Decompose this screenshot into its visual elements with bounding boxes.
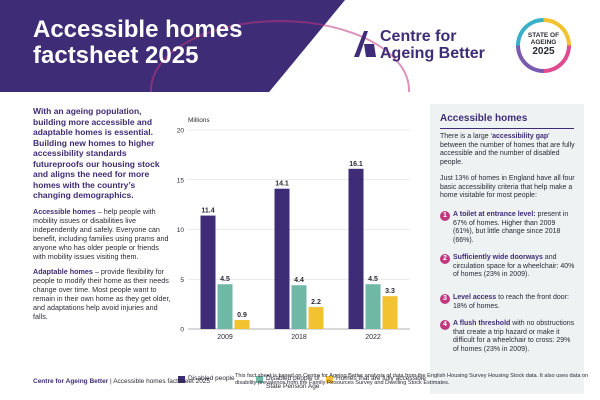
badge-line-3: 2025 bbox=[532, 46, 555, 57]
bar-value-label: 16.1 bbox=[349, 161, 363, 168]
legend-swatch bbox=[326, 376, 333, 383]
page-title: Accessible homes factsheet 2025 bbox=[33, 17, 273, 69]
footer-doc-name: Accessible homes factsheet 2025 bbox=[113, 378, 211, 385]
criteria-text: A flush threshold with no obstructions t… bbox=[453, 320, 577, 354]
bar-value-label: 0.9 bbox=[237, 312, 247, 319]
gap-term: accessibility gap bbox=[492, 133, 549, 140]
logo-text: Centre for Ageing Better bbox=[380, 28, 500, 62]
bar bbox=[382, 296, 398, 329]
org-logo: Centre for Ageing Better bbox=[352, 28, 485, 68]
bar bbox=[291, 285, 307, 329]
bar-value-label: 14.1 bbox=[275, 181, 289, 188]
legend-swatch bbox=[178, 376, 185, 383]
panel-divider bbox=[440, 128, 574, 129]
adaptable-homes-paragraph: Adaptable homes – provide flexibility fo… bbox=[33, 267, 173, 321]
criteria-desc: present in 67% of homes. Higher than 200… bbox=[453, 211, 569, 244]
bar bbox=[365, 284, 381, 329]
gap-text-a: There is a large ‘ bbox=[440, 133, 493, 140]
x-tick-label: 2018 bbox=[291, 334, 307, 341]
accessible-homes-paragraph: Accessible homes – help people with mobi… bbox=[33, 207, 173, 261]
footer-separator: | bbox=[108, 378, 114, 385]
y-tick-label: 15 bbox=[177, 177, 185, 184]
bar bbox=[200, 215, 216, 329]
x-tick-label: 2009 bbox=[217, 334, 233, 341]
criteria-text: Level access to reach the front door: 18… bbox=[453, 294, 577, 311]
legend-label: Homes that are fully accessible bbox=[336, 375, 426, 382]
badge-inner: STATE OF AGEING 2025 bbox=[520, 22, 567, 69]
x-tick-label: 2022 bbox=[365, 334, 381, 341]
bar-value-label: 4.5 bbox=[220, 276, 230, 283]
bar-value-label: 4.5 bbox=[368, 276, 378, 283]
bar bbox=[234, 320, 250, 329]
logo-line-2: Ageing Better bbox=[380, 45, 485, 62]
accessible-homes-panel: Accessible homes There is a large ‘acces… bbox=[430, 104, 584, 394]
title-line-2: factsheet 2025 bbox=[33, 42, 199, 69]
bar-chart: Millions 0 5 10 15 20 11.4 4.5 0.9 2009 14.1 4.4 2.2… bbox=[170, 112, 426, 390]
criteria-number-badge: 4 bbox=[440, 320, 450, 330]
criteria-intro: Just 13% of homes in England have all fo… bbox=[440, 175, 575, 200]
y-tick-label: 20 bbox=[177, 128, 185, 135]
legend-label: Disabled people bbox=[188, 375, 235, 382]
criteria-number-badge: 1 bbox=[440, 211, 450, 221]
y-axis-label: Millions bbox=[188, 117, 210, 124]
y-tick-label: 10 bbox=[177, 227, 185, 234]
chart-legend: Disabled people Disabled people of State … bbox=[178, 375, 426, 395]
badge-line-1: STATE OF bbox=[527, 32, 560, 39]
criteria-term: A flush threshold bbox=[453, 320, 511, 327]
intro-text: With an ageing population, building more… bbox=[33, 106, 160, 200]
bar-value-label: 2.2 bbox=[311, 299, 321, 306]
accessible-homes-desc: – help people with mobility issues or di… bbox=[33, 206, 169, 261]
y-tick-label: 5 bbox=[180, 277, 184, 284]
criteria-desc: to reach the front door: 18% of homes. bbox=[453, 294, 569, 310]
legend-swatch bbox=[256, 376, 263, 383]
chart-svg: Millions 0 5 10 15 20 11.4 4.5 0.9 2009 14.1 4.4 2.2… bbox=[177, 117, 410, 341]
left-column: With an ageing population, building more… bbox=[33, 106, 173, 321]
criteria-text: Sufficiently wide doorways and circulati… bbox=[453, 254, 577, 280]
bar bbox=[348, 168, 364, 329]
legend-label: Disabled people of State Pension Age bbox=[266, 375, 320, 390]
bar bbox=[217, 284, 233, 329]
criteria-desc: and circulation space for a wheelchair: … bbox=[453, 254, 575, 279]
adaptable-homes-term: Adaptable homes bbox=[33, 266, 93, 276]
title-line-1: Accessible homes bbox=[33, 16, 243, 43]
source-note: This fact sheet is based on Centre for A… bbox=[235, 373, 589, 386]
gap-text-b: ’ between the number of homes that are f… bbox=[440, 133, 575, 166]
logo-line-1: Centre for bbox=[380, 28, 457, 45]
logo-mark-icon bbox=[354, 31, 376, 57]
badge-line-2: AGEING bbox=[530, 39, 557, 46]
y-tick-label: 0 bbox=[180, 327, 184, 334]
accessibility-gap-text: There is a large ‘accessibility gap’ bet… bbox=[440, 133, 576, 167]
bar bbox=[308, 307, 324, 329]
bar-value-label: 4.4 bbox=[294, 277, 304, 284]
criteria-number-badge: 2 bbox=[440, 254, 450, 264]
adaptable-homes-desc: – provide flexibility for people to modi… bbox=[33, 266, 171, 321]
criteria-term: A toilet at entrance level: bbox=[453, 211, 536, 218]
criteria-text: A toilet at entrance level: present in 6… bbox=[453, 211, 577, 245]
bar-value-label: 3.3 bbox=[385, 288, 395, 295]
panel-title: Accessible homes bbox=[440, 113, 528, 124]
accessible-homes-term: Accessible homes bbox=[33, 206, 96, 216]
criteria-term: Level access bbox=[453, 294, 497, 301]
criteria-desc: with no obstructions that create a trip … bbox=[453, 320, 575, 353]
criteria-number-badge: 3 bbox=[440, 294, 450, 304]
criteria-term: Sufficiently wide doorways bbox=[453, 254, 543, 261]
footer-credit: Centre for Ageing Better | Accessible ho… bbox=[33, 378, 210, 385]
bar-value-label: 11.4 bbox=[201, 208, 214, 215]
header-banner: Accessible homes factsheet 2025 Centre f… bbox=[0, 0, 600, 92]
footer-org: Centre for Ageing Better bbox=[33, 378, 109, 385]
state-of-ageing-badge: STATE OF AGEING 2025 bbox=[516, 18, 571, 73]
bar bbox=[274, 188, 290, 329]
